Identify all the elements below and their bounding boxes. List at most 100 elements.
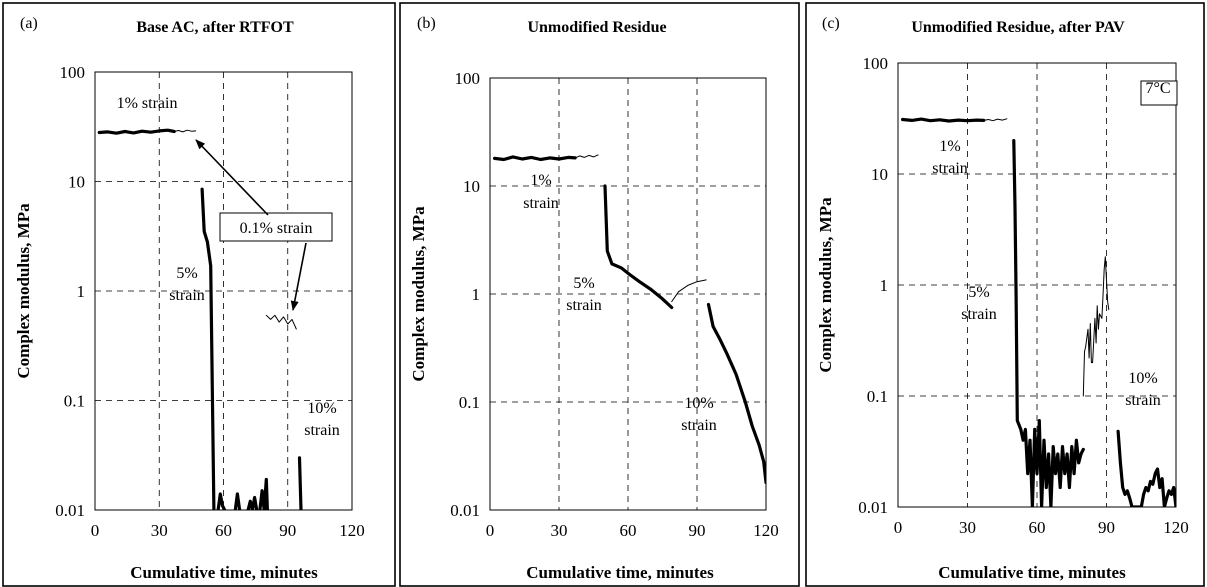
chart-panel-1: 0 30 60 90 120 0.01 0.1 1 10 100 Base AC, after RT…	[2, 2, 396, 587]
y-tick-label: 0.01	[450, 501, 480, 520]
annotation-line: 1% strain	[117, 95, 178, 112]
series-line-3	[603, 184, 674, 310]
panel-frame	[2, 2, 396, 587]
series-line-2	[983, 118, 1008, 122]
series-line-1	[493, 155, 577, 162]
chart-title: Unmodified Residue, after PAV	[911, 19, 1125, 36]
panel-label: (c)	[822, 15, 840, 32]
y-tick-label: 10	[871, 165, 888, 184]
series-line-6	[246, 495, 259, 510]
annotation-line: 1%	[939, 138, 960, 155]
y-tick-label: 10	[68, 173, 85, 192]
x-tick-label: 0	[894, 518, 903, 537]
series-line-9	[297, 456, 303, 510]
annotation-line: strain	[932, 160, 968, 177]
y-tick-label: 1	[77, 282, 86, 301]
series-line-4	[671, 279, 707, 303]
annotation-line: 5%	[573, 275, 594, 292]
annotation-line: 10%	[1128, 370, 1157, 387]
series-line-5	[233, 492, 242, 510]
annotation-label: 0.1% strain	[240, 220, 313, 237]
y-tick-label: 100	[455, 69, 481, 88]
x-tick-label: 60	[215, 521, 232, 540]
series-line-2	[173, 129, 197, 133]
annotation-line: strain	[169, 287, 205, 304]
x-axis-title: Cumulative time, minutes	[526, 563, 714, 582]
plot-area-border	[897, 62, 1177, 508]
series-line-5	[1116, 429, 1176, 507]
annotation-line: strain	[566, 297, 602, 314]
panel-label: (b)	[417, 15, 436, 32]
annotation-label: 10% strain	[304, 400, 340, 439]
series-line-8	[265, 314, 297, 330]
annotation-line: strain	[304, 422, 340, 439]
x-tick-label: 90	[1098, 518, 1115, 537]
y-tick-label: 100	[863, 54, 889, 73]
chart-title: Unmodified Residue	[527, 19, 666, 36]
y-tick-label: 1	[472, 285, 481, 304]
chart-title: Base AC, after RTFOT	[136, 19, 294, 36]
series-line-2	[574, 154, 599, 159]
annotation-line: strain	[961, 306, 997, 323]
x-axis-title: Cumulative time, minutes	[130, 563, 318, 582]
y-tick-label: 0.1	[64, 392, 85, 411]
annotation-label: 5% strain	[566, 275, 602, 314]
series-line-5	[706, 302, 766, 484]
annotation-label: 7°C	[1145, 80, 1170, 97]
plot-area-border	[489, 77, 767, 511]
x-axis-title: Cumulative time, minutes	[938, 563, 1126, 582]
y-tick-label: 10	[463, 177, 480, 196]
annotation-line: 0.1% strain	[240, 220, 313, 237]
y-tick-label: 100	[60, 63, 86, 82]
series-line-4	[216, 492, 227, 510]
annotation-line: strain	[681, 417, 717, 434]
annotation-line: 10%	[307, 400, 336, 417]
annotation-label: 10% strain	[1125, 370, 1161, 409]
y-tick-label: 0.1	[459, 393, 480, 412]
annotation-line: 5%	[176, 265, 197, 282]
annotation-line: 7°C	[1145, 80, 1170, 97]
x-tick-label: 90	[689, 521, 706, 540]
annotation-arrow	[290, 242, 307, 311]
x-tick-label: 120	[753, 521, 779, 540]
annotation-label: 1% strain	[932, 138, 968, 177]
x-tick-label: 0	[486, 521, 495, 540]
series-group	[493, 154, 766, 484]
series-group	[97, 128, 303, 510]
annotation-label: 1% strain	[523, 172, 559, 212]
annotation-box	[219, 212, 333, 242]
series-line-3	[1012, 139, 1085, 507]
annotation-label: 5% strain	[169, 265, 205, 304]
x-tick-label: 120	[339, 521, 365, 540]
y-axis-title: Complex modulus, MPa	[409, 206, 428, 382]
annotation-line: strain	[1125, 392, 1161, 409]
y-tick-label: 1	[880, 276, 889, 295]
panel-frame	[805, 2, 1205, 587]
annotation-label: 5% strain	[961, 284, 997, 323]
annotation-line: strain	[523, 195, 559, 212]
y-axis-title: Complex modulus, MPa	[14, 203, 33, 379]
x-tick-label: 60	[1029, 518, 1046, 537]
x-tick-label: 90	[279, 521, 296, 540]
x-tick-label: 120	[1163, 518, 1189, 537]
annotation-label: 1% strain	[117, 95, 178, 112]
annotation-arrow	[195, 139, 269, 216]
annotation-line: 5%	[968, 284, 989, 301]
panel-label: (a)	[20, 15, 38, 32]
annotation-box	[1140, 80, 1178, 106]
series-line-7	[258, 477, 269, 510]
series-line-1	[901, 117, 986, 123]
y-tick-label: 0.1	[867, 387, 888, 406]
annotation-line: 10%	[684, 395, 713, 412]
x-tick-label: 30	[551, 521, 568, 540]
x-tick-label: 60	[620, 521, 637, 540]
series-line-3	[200, 187, 216, 510]
series-group	[901, 117, 1176, 507]
x-tick-label: 0	[91, 521, 100, 540]
panel-frame	[399, 2, 800, 587]
chart-panel-3: 0 30 60 90 120 0.01 0.1 1 10 100 Unmodified Residu…	[805, 2, 1205, 587]
series-line-4	[1082, 256, 1110, 397]
x-tick-label: 30	[151, 521, 168, 540]
annotation-line: 1%	[530, 172, 551, 189]
